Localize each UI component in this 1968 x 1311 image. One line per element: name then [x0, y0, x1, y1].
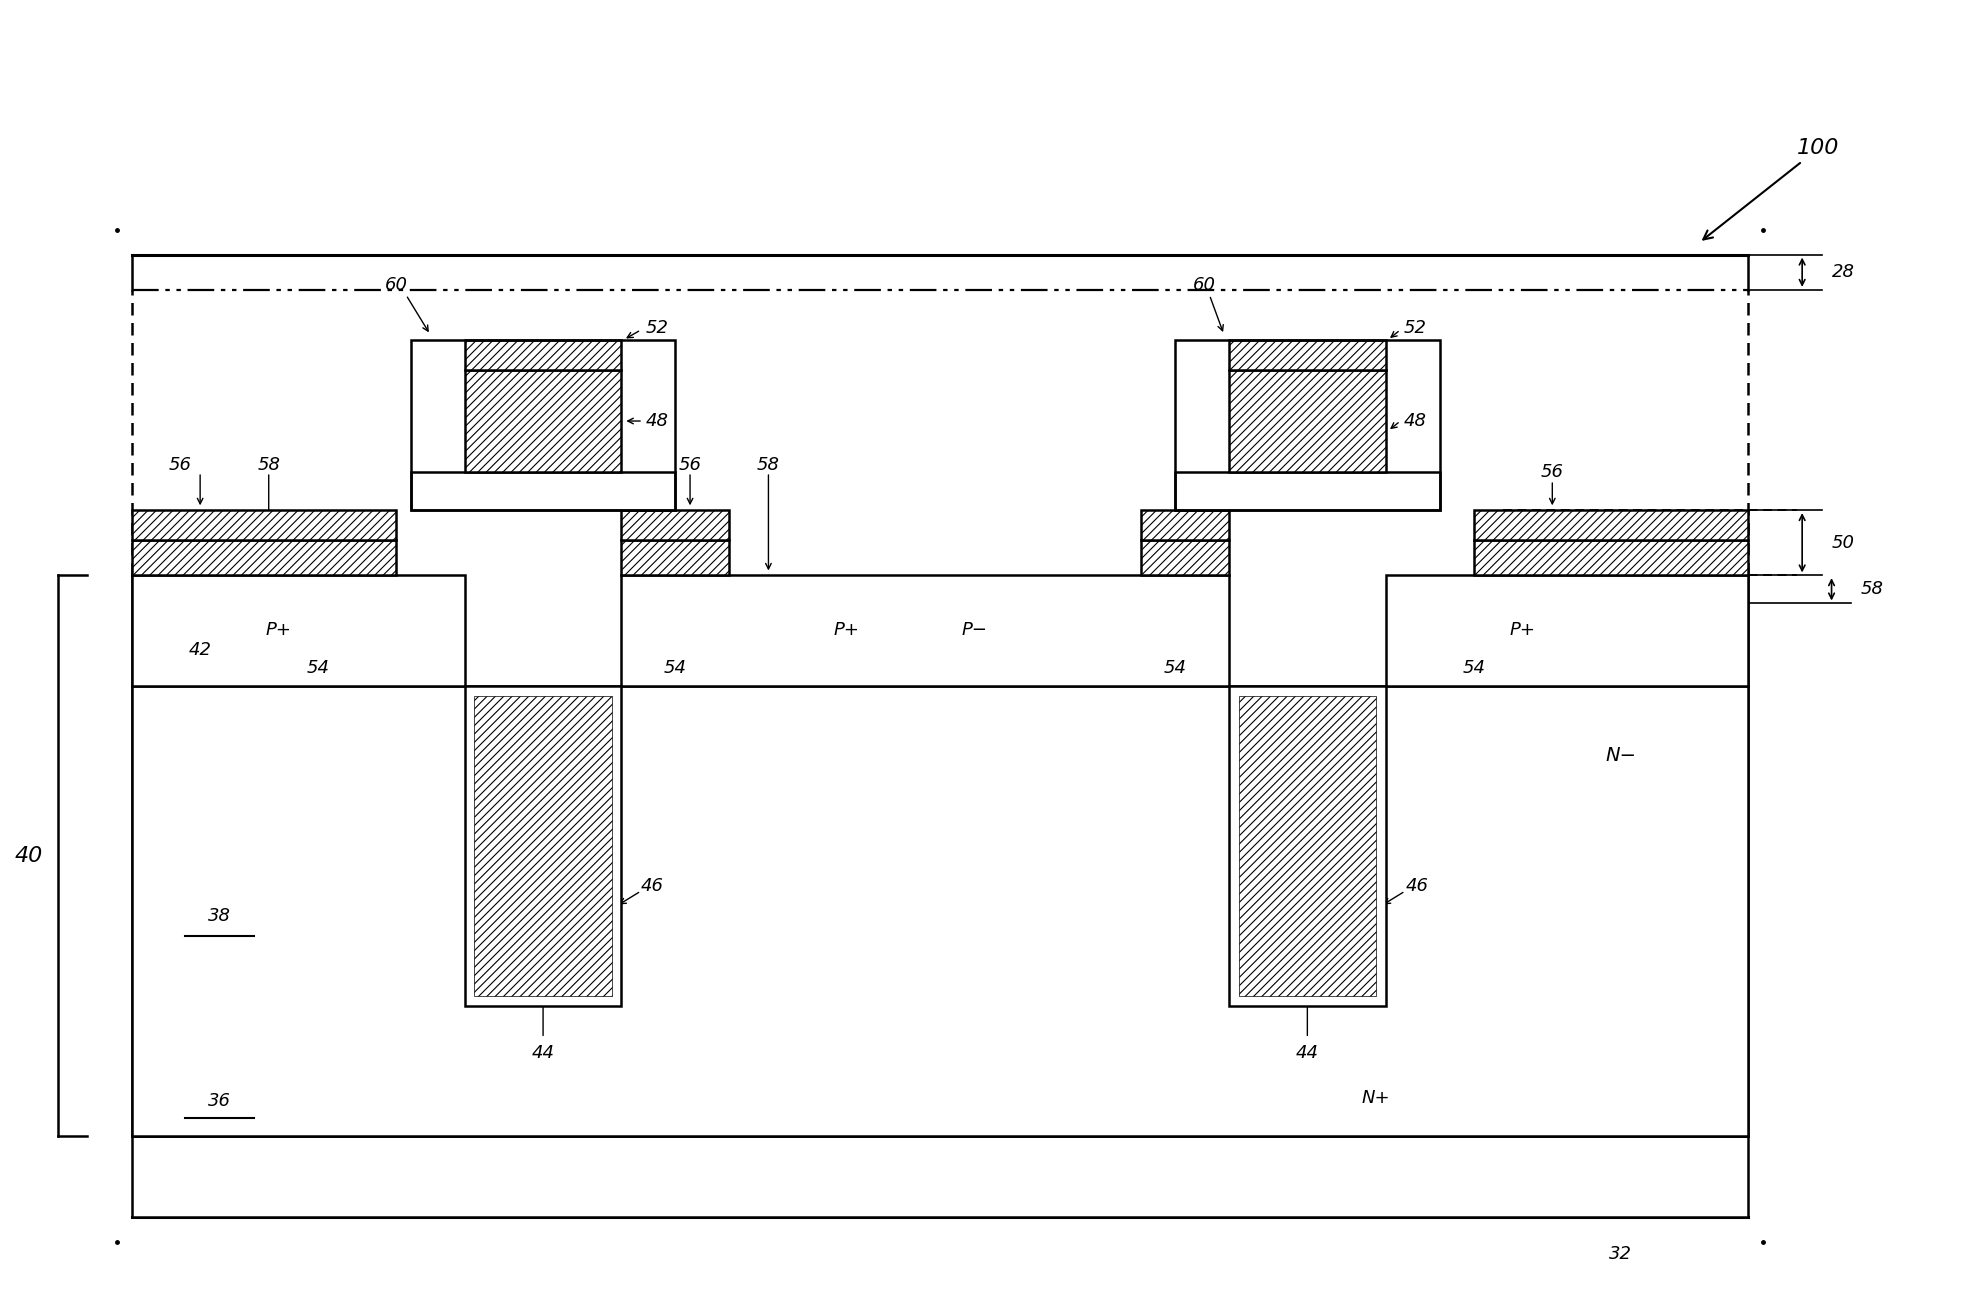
Bar: [1141, 540, 1228, 576]
Bar: [1228, 340, 1385, 370]
Text: 48: 48: [1403, 412, 1427, 430]
Text: 52: 52: [646, 319, 669, 337]
Bar: [1228, 370, 1385, 472]
Text: N+: N+: [234, 548, 264, 566]
Text: 46: 46: [642, 877, 663, 895]
Bar: [132, 540, 396, 576]
Text: 46: 46: [1405, 877, 1429, 895]
Text: 58: 58: [258, 456, 279, 475]
Bar: [1474, 510, 1748, 540]
Bar: [622, 576, 1228, 686]
Text: 60: 60: [384, 275, 407, 294]
Text: N+: N+: [661, 548, 689, 566]
Text: 54: 54: [663, 658, 687, 676]
Text: 100: 100: [1702, 139, 1840, 240]
Text: 28: 28: [1832, 264, 1854, 282]
Text: P+: P+: [1509, 621, 1535, 640]
Text: 58: 58: [1862, 581, 1883, 598]
Text: 58: 58: [758, 456, 779, 475]
Text: 44: 44: [1295, 1045, 1319, 1062]
Text: 32: 32: [1610, 1244, 1631, 1262]
Text: 48: 48: [646, 412, 669, 430]
Text: 54: 54: [1462, 658, 1486, 676]
Text: P−: P−: [960, 621, 988, 640]
Text: N−: N−: [1606, 746, 1635, 766]
Text: 50: 50: [1832, 534, 1854, 552]
Bar: [622, 540, 730, 576]
Text: 56: 56: [169, 456, 193, 475]
Bar: [1228, 686, 1385, 1007]
Bar: [1474, 540, 1748, 576]
Bar: [1385, 576, 1748, 686]
Text: 54: 54: [307, 658, 329, 676]
Bar: [1175, 340, 1441, 510]
Bar: [132, 576, 464, 686]
Text: 42: 42: [189, 641, 213, 659]
Bar: [622, 510, 730, 540]
Bar: [1238, 696, 1376, 996]
Text: P+: P+: [834, 621, 860, 640]
Text: 40: 40: [14, 846, 43, 865]
Bar: [132, 1137, 1748, 1217]
Text: 60: 60: [1193, 275, 1216, 294]
Text: N+: N+: [1509, 548, 1537, 566]
Text: 52: 52: [1403, 319, 1427, 337]
Bar: [474, 696, 612, 996]
Bar: [1175, 472, 1441, 510]
Bar: [464, 340, 622, 370]
Text: 56: 56: [679, 456, 701, 475]
Text: 54: 54: [1163, 658, 1187, 676]
Text: 38: 38: [209, 907, 230, 926]
Bar: [1141, 510, 1228, 540]
Bar: [411, 340, 675, 510]
Bar: [132, 510, 396, 540]
Bar: [464, 686, 622, 1007]
Bar: [464, 370, 622, 472]
Text: N+: N+: [1161, 548, 1189, 566]
Text: 36: 36: [209, 1092, 230, 1110]
Bar: [132, 686, 1748, 1137]
Bar: [411, 472, 675, 510]
Text: 56: 56: [1541, 463, 1565, 481]
Text: P+: P+: [266, 621, 291, 640]
Text: N+: N+: [1362, 1089, 1389, 1108]
Text: 44: 44: [531, 1045, 555, 1062]
